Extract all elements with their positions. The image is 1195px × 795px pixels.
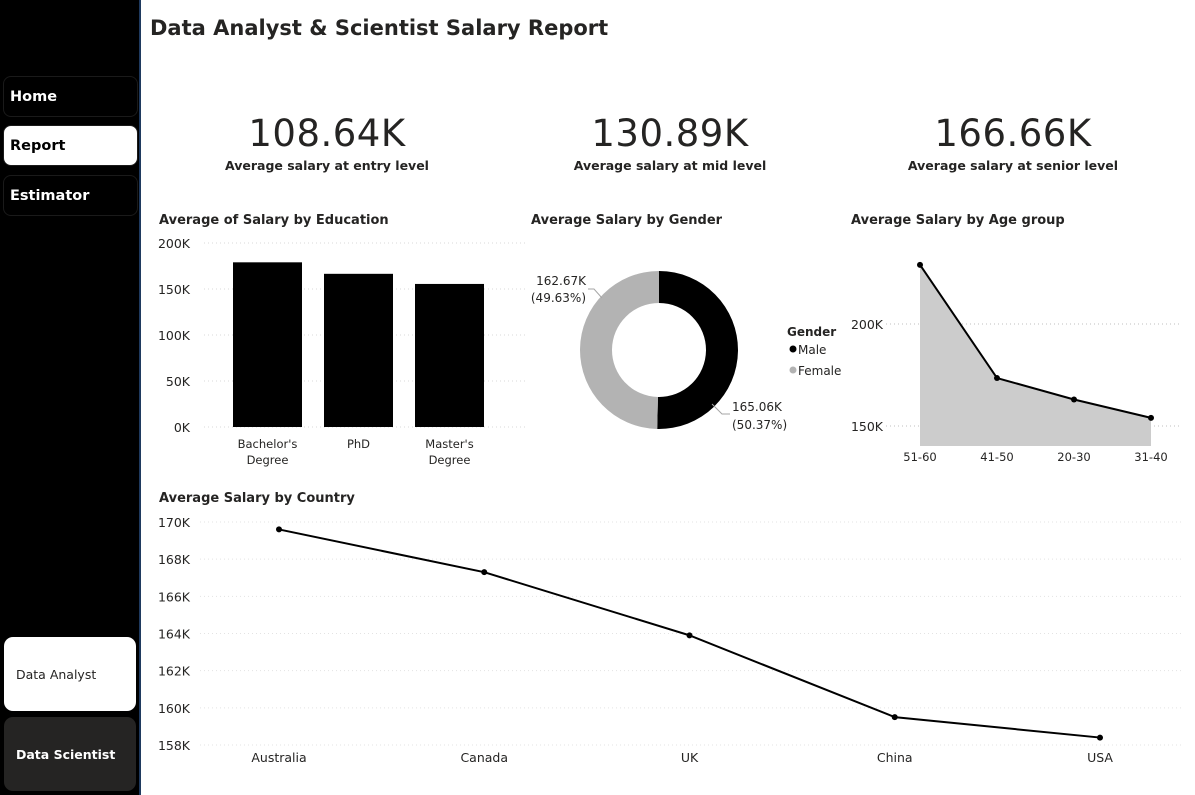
age-y-tick: 150K xyxy=(851,419,884,434)
page-title: Data Analyst & Scientist Salary Report xyxy=(150,16,609,40)
nav-home-button[interactable]: Home xyxy=(3,76,138,117)
age-x-tick: 31-40 xyxy=(1134,450,1167,464)
nav-report-button[interactable]: Report xyxy=(3,125,138,166)
country-y-tick: 158K xyxy=(158,738,191,753)
data-analyst-button[interactable]: Data Analyst xyxy=(4,637,136,711)
age-x-tick: 20-30 xyxy=(1057,450,1090,464)
gender-data-label: 165.06K xyxy=(732,400,783,414)
country-data-point xyxy=(481,569,488,576)
country-y-tick: 164K xyxy=(158,627,191,642)
kpi-senior-label: Average salary at senior level xyxy=(907,158,1119,173)
education-x-tick: Degree xyxy=(429,453,471,467)
age-chart-title: Average Salary by Age group xyxy=(851,213,1065,228)
age-data-point xyxy=(1071,396,1077,403)
education-chart-title: Average of Salary by Education xyxy=(159,213,389,228)
country-x-tick: Australia xyxy=(251,750,306,765)
education-bar xyxy=(233,262,302,427)
data-scientist-button[interactable]: Data Scientist xyxy=(4,717,136,791)
gender-data-percent: (50.37%) xyxy=(732,418,787,432)
sidebar: Home Report Estimator Data Analyst Data … xyxy=(0,0,141,795)
age-area-fill xyxy=(920,264,1151,446)
country-data-point xyxy=(276,526,282,533)
gender-slice-female xyxy=(579,271,659,429)
country-y-tick: 162K xyxy=(158,664,191,679)
education-y-tick: 200K xyxy=(158,236,191,251)
kpi-mid-level: 130.89K Average salary at mid level xyxy=(520,110,820,173)
gender-legend-marker xyxy=(789,366,797,374)
country-y-tick: 166K xyxy=(158,589,191,604)
age-data-point xyxy=(917,261,923,268)
education-bar xyxy=(415,283,484,427)
education-x-tick: PhD xyxy=(347,437,370,451)
country-y-tick: 160K xyxy=(158,701,191,716)
age-data-point xyxy=(994,375,1000,382)
kpi-senior-value: 166.66K xyxy=(934,112,1092,155)
education-y-tick: 0K xyxy=(174,420,191,435)
country-y-tick: 170K xyxy=(158,515,191,530)
education-x-tick: Degree xyxy=(247,453,289,467)
gender-legend-item: Female xyxy=(798,364,841,378)
country-x-tick: USA xyxy=(1087,750,1113,765)
gender-legend-item: Male xyxy=(798,343,826,357)
country-y-tick: 168K xyxy=(158,552,191,567)
country-x-tick: Canada xyxy=(460,750,508,765)
kpi-mid-value: 130.89K xyxy=(591,112,749,155)
gender-leader-line xyxy=(711,403,730,415)
country-data-point xyxy=(1097,734,1103,741)
country-data-point xyxy=(891,714,898,721)
gender-chart-title: Average Salary by Gender xyxy=(531,213,723,228)
country-chart-title: Average Salary by Country xyxy=(159,491,355,506)
education-y-tick: 150K xyxy=(158,282,191,297)
age-series-line xyxy=(919,264,1152,419)
gender-legend-marker xyxy=(789,345,797,353)
kpi-entry-label: Average salary at entry level xyxy=(225,158,429,173)
education-x-tick: Master's xyxy=(425,437,473,451)
gender-data-percent: (49.63%) xyxy=(531,291,586,305)
education-bar xyxy=(324,273,393,427)
education-y-tick: 100K xyxy=(158,328,191,343)
kpi-entry-value: 108.64K xyxy=(248,112,406,155)
country-x-tick: UK xyxy=(681,750,699,765)
gender-legend-title: Gender xyxy=(787,325,836,339)
age-y-tick: 200K xyxy=(851,317,884,332)
gender-data-label: 162.67K xyxy=(536,274,587,288)
age-data-point xyxy=(1148,414,1154,421)
age-x-tick: 41-50 xyxy=(980,450,1013,464)
country-data-point xyxy=(686,632,693,639)
kpi-senior-level: 166.66K Average salary at senior level xyxy=(863,110,1163,173)
education-y-tick: 50K xyxy=(166,374,191,389)
age-x-tick: 51-60 xyxy=(903,450,936,464)
gender-leader-line xyxy=(588,288,603,299)
nav-estimator-button[interactable]: Estimator xyxy=(3,175,138,216)
country-x-tick: China xyxy=(877,750,913,765)
education-x-tick: Bachelor's xyxy=(238,437,298,451)
kpi-entry-level: 108.64K Average salary at entry level xyxy=(177,110,477,173)
kpi-mid-label: Average salary at mid level xyxy=(573,158,767,173)
gender-slice-male xyxy=(657,271,738,429)
